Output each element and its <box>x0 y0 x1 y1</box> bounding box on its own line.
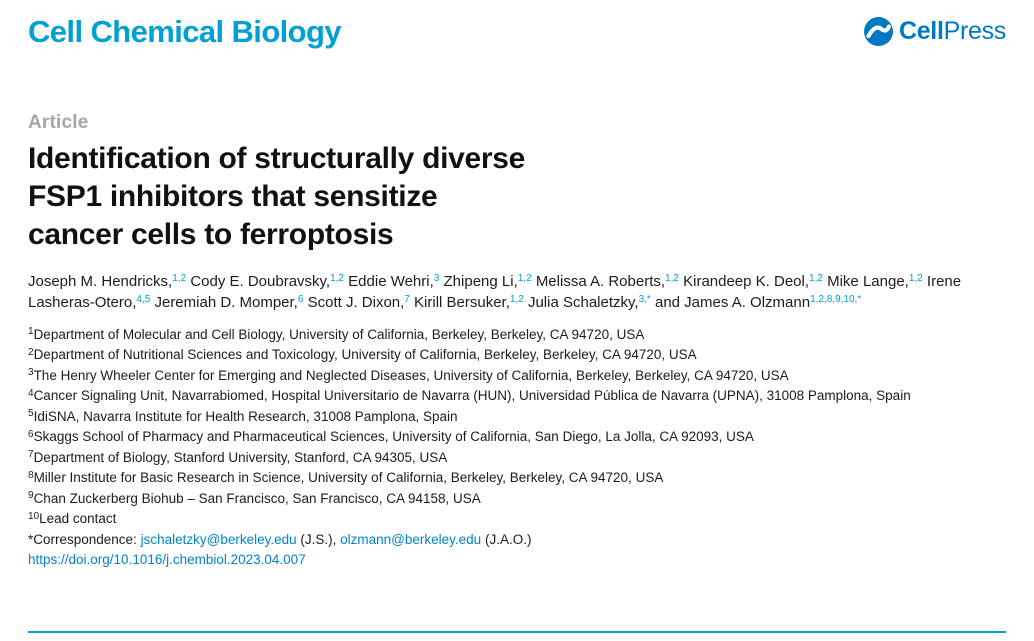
article-title: Identification of structurally diverse F… <box>28 141 526 251</box>
author: and James A. Olzmann1,2,8,9,10,* <box>655 294 861 311</box>
author-affiliation-superscript: 1,2 <box>330 273 344 285</box>
affiliation-item: 4Cancer Signaling Unit, Navarrabiomed, H… <box>28 386 1006 407</box>
author-name: Julia Schaletzky, <box>527 293 639 311</box>
doi-link[interactable]: https://doi.org/10.1016/j.chembiol.2023.… <box>28 552 306 568</box>
affiliation-number: 2 <box>28 346 34 358</box>
author: Kirandeep K. Deol,1,2 <box>683 273 823 290</box>
author-name: Mike Lange, <box>827 272 909 290</box>
author: Melissa A. Roberts,1,2 <box>536 273 679 290</box>
affiliation-text: Skaggs School of Pharmacy and Pharmaceut… <box>33 429 754 445</box>
author-affiliation-superscript: 4,5 <box>136 294 151 306</box>
article-type-label: Article <box>28 111 89 133</box>
affiliation-text: Department of Biology, Stanford Universi… <box>33 449 448 465</box>
correspondence-initials-1: (J.S.), <box>300 531 337 547</box>
affiliation-text: Miller Institute for Basic Research in S… <box>33 470 664 486</box>
author: Mike Lange,1,2 <box>827 273 923 290</box>
author-affiliation-superscript: 7 <box>404 294 410 306</box>
author-name: Cody E. Doubravsky, <box>190 272 331 290</box>
author: Irene Lasheras-Otero,4,5 <box>28 273 961 311</box>
affiliation-text: Cancer Signaling Unit, Navarrabiomed, Ho… <box>33 388 911 404</box>
author: Scott J. Dixon,7 <box>308 294 410 311</box>
affiliation-item: 8Miller Institute for Basic Research in … <box>28 468 1006 489</box>
author-affiliation-superscript: 1,2 <box>517 273 532 285</box>
author-affiliation-superscript: 1,2 <box>908 273 923 285</box>
author-name: Kirill Bersuker, <box>414 293 510 311</box>
affiliation-number: 8 <box>28 469 34 481</box>
author-name: and James A. Olzmann <box>654 293 811 311</box>
affiliation-item: 9Chan Zuckerberg Biohub – San Francisco,… <box>28 489 1006 510</box>
affiliation-number: 3 <box>28 367 34 379</box>
affiliation-text: Department of Nutritional Sciences and T… <box>33 347 697 363</box>
author: Eddie Wehri,3 <box>348 273 439 290</box>
affiliation-text: Lead contact <box>39 511 117 527</box>
cellpress-swoosh-circle-icon <box>863 17 893 46</box>
footer-divider-rule <box>28 631 1006 633</box>
affiliation-list: 1Department of Molecular and Cell Biolog… <box>28 325 1006 530</box>
affiliation-item: 5IdiSNA, Navarra Institute for Health Re… <box>28 407 1006 428</box>
journal-title: Cell Chemical Biology <box>28 14 342 49</box>
affiliation-number: 9 <box>28 490 34 502</box>
author-name: Zhipeng Li, <box>443 272 518 290</box>
author: Joseph M. Hendricks,1,2 <box>28 273 186 290</box>
affiliation-number: 7 <box>28 449 34 461</box>
email-link-jschaletzky[interactable]: jschaletzky@berkeley.edu <box>140 531 297 547</box>
affiliation-text: Chan Zuckerberg Biohub – San Francisco, … <box>33 490 481 506</box>
affiliation-number: 1 <box>28 326 34 338</box>
affiliation-number: 6 <box>28 428 34 440</box>
author-name: Scott J. Dixon, <box>307 293 405 311</box>
cellpress-logo: CellPress <box>863 17 1006 46</box>
author-affiliation-superscript: 6 <box>297 294 304 306</box>
affiliation-item: 3The Henry Wheeler Center for Emerging a… <box>28 366 1006 387</box>
author-affiliation-superscript: 1,2,8,9,10,* <box>810 294 862 306</box>
correspondence-label: *Correspondence: <box>28 531 137 547</box>
author-name: Melissa A. Roberts, <box>535 272 666 290</box>
affiliation-item: 7Department of Biology, Stanford Univers… <box>28 448 1006 469</box>
cellpress-logotype-cell: Cell <box>898 17 944 45</box>
author: Jeremiah D. Momper,6 <box>154 294 303 311</box>
author: Julia Schaletzky,3,* <box>528 294 651 311</box>
correspondence-initials-2: (J.A.O.) <box>484 531 532 547</box>
cellpress-logotype: CellPress <box>899 19 1006 44</box>
affiliation-item: 10Lead contact <box>28 509 1006 530</box>
author-name: Irene Lasheras-Otero, <box>28 272 962 311</box>
author-list: Joseph M. Hendricks,1,2 Cody E. Doubravs… <box>28 271 1006 313</box>
doi-line: https://doi.org/10.1016/j.chembiol.2023.… <box>28 550 1006 571</box>
affiliation-item: 6Skaggs School of Pharmacy and Pharmaceu… <box>28 427 1006 448</box>
affiliation-item: 2Department of Nutritional Sciences and … <box>28 345 1006 366</box>
author-affiliation-superscript: 1,2 <box>172 273 187 285</box>
author-affiliation-superscript: 1,2 <box>665 273 679 285</box>
author-name: Jeremiah D. Momper, <box>154 293 298 311</box>
affiliation-text: Department of Molecular and Cell Biology… <box>33 326 645 342</box>
affiliation-text: The Henry Wheeler Center for Emerging an… <box>33 367 789 383</box>
affiliation-item: 1Department of Molecular and Cell Biolog… <box>28 325 1006 346</box>
author-name: Eddie Wehri, <box>348 272 434 290</box>
author: Zhipeng Li,1,2 <box>444 273 532 290</box>
affiliation-text: IdiSNA, Navarra Institute for Health Res… <box>33 408 458 424</box>
author-affiliation-superscript: 3,* <box>638 294 651 306</box>
author-affiliation-superscript: 1,2 <box>809 273 823 285</box>
correspondence-line: *Correspondence: jschaletzky@berkeley.ed… <box>28 530 1006 551</box>
affiliation-number: 4 <box>28 387 34 399</box>
article-front-matter: Article Identification of structurally d… <box>28 112 1006 571</box>
cellpress-logotype-press: Press <box>943 17 1007 45</box>
email-link-olzmann[interactable]: olzmann@berkeley.edu <box>340 531 482 547</box>
author-name: Joseph M. Hendricks, <box>28 272 173 290</box>
masthead: Cell Chemical Biology CellPress <box>28 14 1006 50</box>
author: Kirill Bersuker,1,2 <box>414 294 524 311</box>
author-affiliation-superscript: 3 <box>433 273 440 285</box>
author-name: Kirandeep K. Deol, <box>683 272 810 290</box>
author: Cody E. Doubravsky,1,2 <box>190 273 344 290</box>
affiliation-number: 5 <box>28 408 34 420</box>
author-affiliation-superscript: 1,2 <box>509 294 524 306</box>
affiliation-number: 10 <box>28 510 40 522</box>
